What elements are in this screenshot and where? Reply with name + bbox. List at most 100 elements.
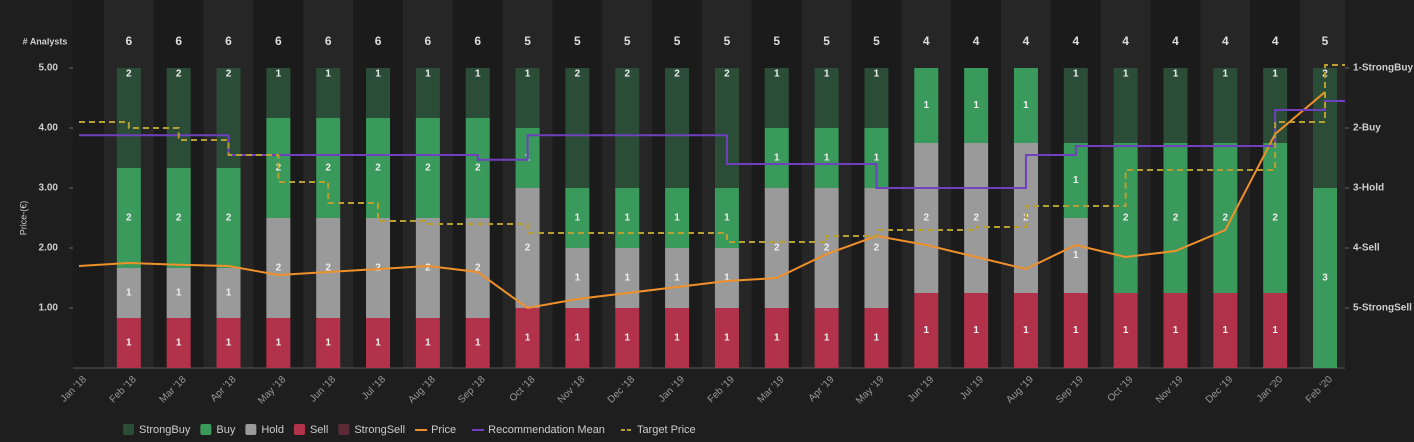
bar-segment <box>1013 293 1038 368</box>
bar-segment <box>1063 293 1088 368</box>
bar-label: 1 <box>724 273 730 284</box>
y-tick-label: 3.00 <box>39 183 59 194</box>
y2-tick-label: 2-Buy <box>1353 123 1381 134</box>
line-line <box>79 100 1345 189</box>
bar-label: 1 <box>1023 100 1029 111</box>
bar-label: 1 <box>624 333 630 344</box>
analyst-count: 6 <box>474 34 481 48</box>
analyst-count: 4 <box>1272 34 1279 48</box>
bar-label: 1 <box>824 69 830 80</box>
bar-segment <box>366 118 391 218</box>
bar-label: 2 <box>425 163 431 174</box>
bar-label: 2 <box>923 213 929 224</box>
legend-swatch <box>200 424 212 435</box>
bar-label: 1 <box>575 213 581 224</box>
bar-segment <box>814 128 839 188</box>
bar-label: 1 <box>525 69 531 80</box>
y-tick-label: 1.00 <box>39 303 59 314</box>
bar-segment <box>316 68 341 118</box>
bar-label: 1 <box>525 333 531 344</box>
count-label: # Analysts <box>23 36 68 46</box>
bar-label: 1 <box>1123 325 1129 336</box>
bar-label: 2 <box>176 213 182 224</box>
bar-segment <box>1113 293 1138 368</box>
bar-segment <box>366 68 391 118</box>
bar-segment <box>615 68 640 188</box>
analyst-count: 4 <box>973 34 980 48</box>
bar-label: 2 <box>276 263 282 274</box>
bar-label: 1 <box>1023 325 1029 336</box>
bar-segment <box>266 318 291 368</box>
bar-segment <box>515 188 540 308</box>
bar-label: 1 <box>475 69 481 80</box>
legend-label: Buy <box>216 424 235 436</box>
legend-label: StrongSell <box>354 424 405 436</box>
bar-label: 1 <box>674 273 680 284</box>
legend-label: Recommendation Mean <box>488 424 605 436</box>
bar-label: 2 <box>126 69 132 80</box>
bar-label: 1 <box>375 338 381 349</box>
bar-segment <box>864 188 889 308</box>
bar-label: 1 <box>973 325 979 336</box>
bar-segment <box>714 248 739 308</box>
bar-segment <box>615 248 640 308</box>
legend-swatch <box>338 424 350 435</box>
bar-segment <box>1163 293 1188 368</box>
bar-segment <box>216 268 241 318</box>
bar-segment <box>764 188 789 308</box>
bar-label: 1 <box>176 288 182 299</box>
analyst-count: 6 <box>275 34 282 48</box>
y-tick-label: 4.00 <box>39 123 59 134</box>
legend-label: Target Price <box>637 424 696 436</box>
analyst-count: 6 <box>375 34 382 48</box>
bar-segment <box>366 318 391 368</box>
bar-label: 1 <box>1073 250 1079 261</box>
bar-label: 2 <box>475 263 481 274</box>
bar-segment <box>316 218 341 318</box>
bar-label: 2 <box>1223 213 1229 224</box>
bar-label: 1 <box>1272 69 1278 80</box>
bar-segment <box>316 318 341 368</box>
bar-label: 1 <box>874 333 880 344</box>
bar-segment <box>665 308 690 368</box>
bar-label: 1 <box>824 153 830 164</box>
analyst-count: 4 <box>1023 34 1030 48</box>
bar-segment <box>216 168 241 268</box>
analyst-count: 6 <box>225 34 232 48</box>
bar-segment <box>1063 68 1088 143</box>
line-line <box>79 64 1345 243</box>
bar-label: 1 <box>575 333 581 344</box>
bar-segment <box>116 318 141 368</box>
bar-label: 2 <box>325 163 331 174</box>
bar-segment <box>964 293 989 368</box>
bar-label: 1 <box>923 100 929 111</box>
legend-label: Hold <box>261 424 284 436</box>
bar-segment <box>565 308 590 368</box>
bar-segment <box>764 308 789 368</box>
analyst-count: 5 <box>1322 34 1329 48</box>
analyst-count: 6 <box>175 34 182 48</box>
bar-label: 1 <box>1173 325 1179 336</box>
bar-label: 1 <box>325 69 331 80</box>
analyst-count: 5 <box>574 34 581 48</box>
bar-segment <box>665 68 690 188</box>
bar-label: 2 <box>525 243 531 254</box>
bar-segment <box>465 68 490 118</box>
bar-label: 1 <box>674 213 680 224</box>
bar-label: 1 <box>1272 325 1278 336</box>
bar-label: 1 <box>1173 69 1179 80</box>
bar-segment <box>565 68 590 188</box>
bar-label: 1 <box>425 69 431 80</box>
bar-segment <box>515 308 540 368</box>
analyst-count: 4 <box>1222 34 1229 48</box>
bar-segment <box>1113 143 1138 293</box>
bar-label: 1 <box>874 153 880 164</box>
analyst-count: 5 <box>823 34 830 48</box>
bar-segment <box>166 318 191 368</box>
bar-segment <box>814 68 839 128</box>
bar-segment <box>465 218 490 318</box>
bar-segment <box>914 293 939 368</box>
bar-label: 2 <box>1272 213 1278 224</box>
analyst-count: 4 <box>923 34 930 48</box>
